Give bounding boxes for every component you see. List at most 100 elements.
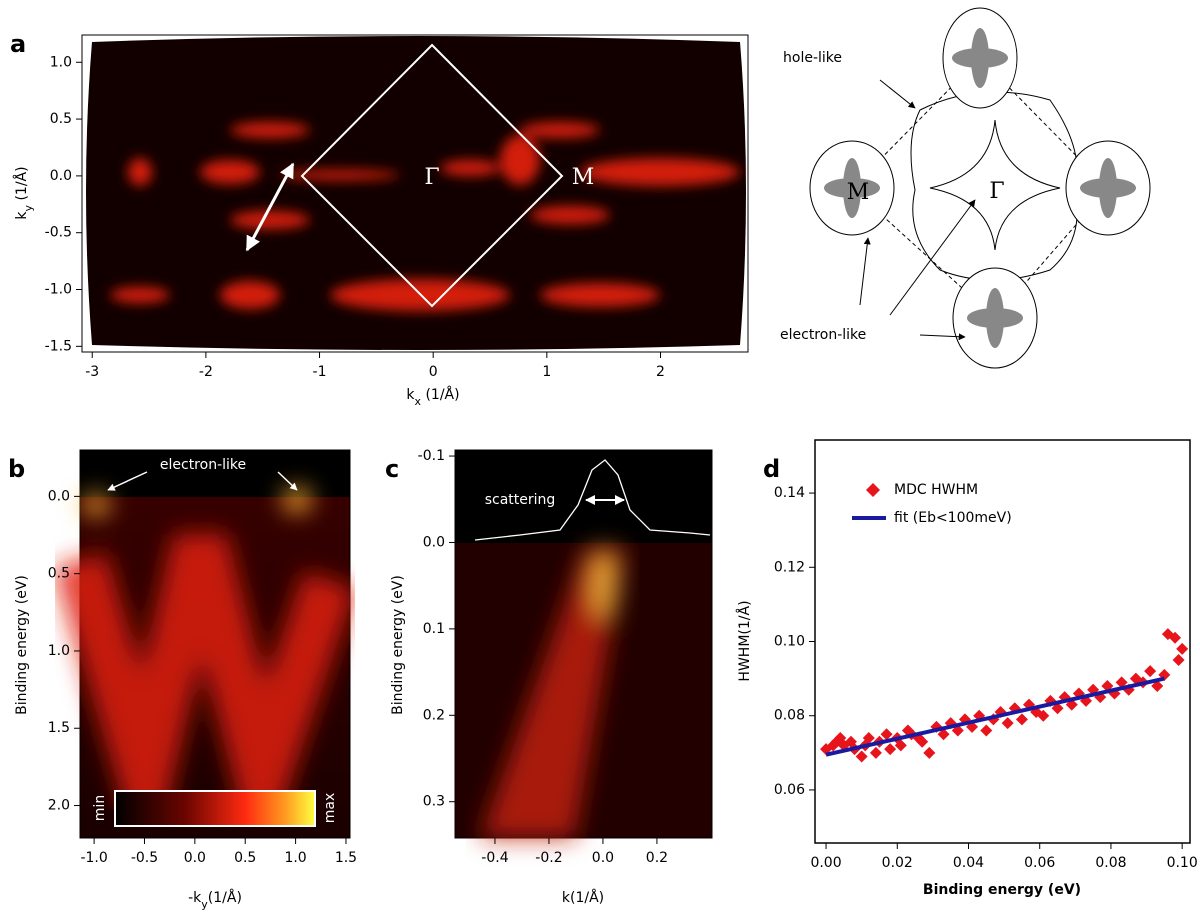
data-point: [862, 731, 875, 744]
label-part: (1/Å): [13, 166, 30, 205]
annotation: Γ: [424, 165, 439, 190]
y-tick-label: 0.06: [774, 782, 805, 798]
x-tick-label: 2: [656, 364, 665, 380]
data-point: [937, 728, 950, 741]
subscript: y: [201, 898, 208, 911]
data-point: [980, 724, 993, 737]
x-tick-label: 0.10: [1167, 855, 1198, 871]
annotation: scattering: [485, 492, 556, 508]
fermi-map: [81, 34, 749, 353]
y-tick-label: 0.0: [423, 534, 445, 550]
data-point: [923, 746, 936, 759]
data-point: [884, 743, 897, 756]
axis-label: k(1/Å): [562, 889, 604, 906]
x-tick-label: 0.06: [1024, 855, 1055, 871]
x-tick-label: -3: [85, 364, 99, 380]
colorbar-label: min: [92, 795, 108, 821]
label-part: (1/Å): [421, 386, 460, 403]
y-tick-label: 0.0: [50, 168, 72, 184]
y-tick-label: 1.5: [48, 720, 70, 736]
x-tick-label: 0.04: [953, 855, 984, 871]
x-tick-label: -1: [313, 364, 327, 380]
schematic-label: Γ: [989, 179, 1004, 204]
x-tick-label: -2: [199, 364, 213, 380]
x-tick-label: 1.5: [335, 850, 357, 866]
panel-letter: a: [10, 30, 26, 58]
plot-frame: [814, 439, 1191, 844]
y-tick-label: 0.0: [48, 488, 70, 504]
panel-letter: d: [763, 455, 780, 483]
axis-label: Binding energy (eV): [923, 882, 1081, 898]
axis-label: ky (1/Å): [13, 166, 35, 219]
subscript: x: [415, 395, 422, 408]
x-tick-label: -1.0: [80, 850, 107, 866]
axis-label: HWHM(1/Å): [736, 600, 753, 681]
fit-line: [825, 676, 1165, 757]
data-point: [1115, 676, 1128, 689]
data-point: [1001, 717, 1014, 730]
label-part: HWHM(1/Å): [736, 600, 753, 681]
y-tick-label: 0.5: [50, 111, 72, 127]
label-part: -k: [188, 890, 202, 906]
y-tick-label: -1.0: [45, 282, 72, 298]
y-tick-label: 0.10: [774, 634, 805, 650]
label-part: Binding energy (eV): [14, 575, 30, 715]
y-tick-label: 0.1: [423, 621, 445, 637]
data-point: [880, 728, 893, 741]
x-tick-label: -0.2: [535, 850, 562, 866]
schematic-label: M: [847, 180, 870, 205]
annotation: M: [572, 165, 595, 190]
y-tick-label: 0.08: [774, 708, 805, 724]
legend-marker: [866, 483, 880, 497]
y-tick-label: -0.1: [418, 448, 445, 464]
dispersion-map: [454, 449, 713, 839]
x-tick-label: -0.4: [481, 850, 508, 866]
axis-label: Binding energy (eV): [390, 575, 406, 715]
data-point: [869, 746, 882, 759]
x-tick-label: 1: [542, 364, 551, 380]
panel-letter: c: [385, 455, 399, 483]
data-point: [1151, 680, 1164, 693]
data-point: [1144, 665, 1157, 678]
label-part: (1/Å): [208, 889, 242, 906]
data-point: [1172, 654, 1185, 667]
x-tick-label: 0: [429, 364, 438, 380]
schematic-label: hole-like: [783, 50, 842, 66]
y-tick-label: 0.5: [48, 566, 70, 582]
data-point: [894, 739, 907, 752]
x-tick-label: 0.0: [184, 850, 206, 866]
x-tick-label: 0.00: [810, 855, 841, 871]
data-point: [1037, 709, 1050, 722]
label-part: Binding energy (eV): [390, 575, 406, 715]
y-tick-label: 0.14: [774, 485, 805, 501]
data-point: [1169, 631, 1182, 644]
x-tick-label: 0.2: [646, 850, 668, 866]
legend-label: MDC HWHM: [894, 482, 978, 498]
label-part: k: [406, 387, 415, 403]
y-tick-label: 0.3: [423, 794, 445, 810]
colorbar-label: max: [322, 793, 338, 824]
data-point: [855, 750, 868, 763]
x-tick-label: 0.08: [1095, 855, 1126, 871]
axis-label: kx (1/Å): [406, 386, 459, 408]
label-part: Binding energy (eV): [923, 882, 1081, 898]
x-tick-label: 0.5: [234, 850, 256, 866]
x-tick-label: 0.0: [592, 850, 614, 866]
y-tick-label: 0.12: [774, 559, 805, 575]
y-tick-label: 2.0: [48, 798, 70, 814]
axis-label: -ky(1/Å): [188, 889, 242, 911]
panel-letter: b: [8, 455, 25, 483]
data-point: [916, 735, 929, 748]
y-tick-label: 0.2: [423, 707, 445, 723]
data-point: [1015, 713, 1028, 726]
x-tick-label: 0.02: [882, 855, 913, 871]
y-tick-label: 1.0: [50, 54, 72, 70]
fermi-surface-schematic: [809, 7, 1151, 369]
y-tick-label: -1.5: [45, 338, 72, 354]
x-tick-label: -0.5: [131, 850, 158, 866]
annotation: electron-like: [160, 457, 246, 473]
legend-label: fit (Eb<100meV): [894, 510, 1012, 526]
subscript: y: [22, 204, 35, 211]
data-point: [1176, 642, 1189, 655]
